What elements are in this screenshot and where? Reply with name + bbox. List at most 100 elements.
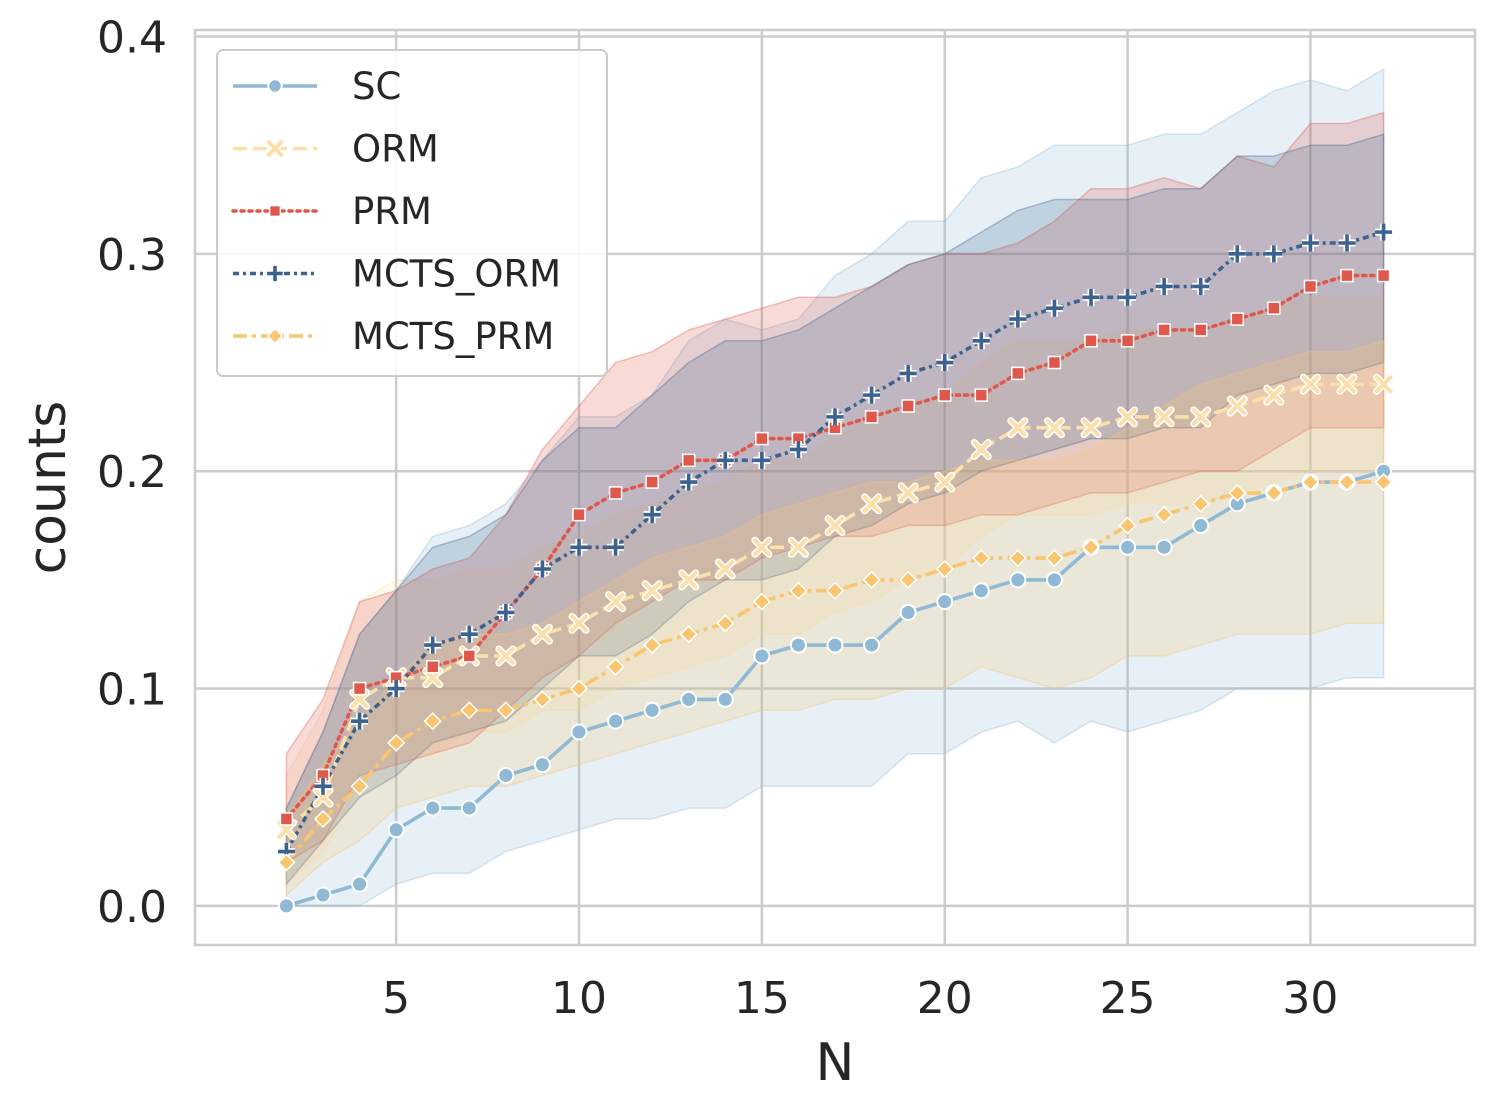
point-mcts-orm bbox=[570, 538, 588, 556]
point-sc bbox=[899, 603, 917, 621]
x-tick-label: 30 bbox=[1282, 973, 1338, 1024]
point-sc bbox=[1119, 538, 1137, 556]
point-prm bbox=[1267, 301, 1281, 315]
point-orm bbox=[1117, 406, 1139, 428]
legend-label: PRM bbox=[352, 190, 432, 233]
point-sc bbox=[972, 582, 990, 600]
legend-label: MCTS_ORM bbox=[352, 253, 561, 296]
x-axis-label: N bbox=[816, 1033, 855, 1093]
point-sc bbox=[497, 766, 515, 784]
point-mcts-orm bbox=[1045, 299, 1063, 317]
point-mcts-prm bbox=[935, 559, 954, 579]
point-prm bbox=[1120, 334, 1135, 348]
markers-mcts-prm bbox=[277, 473, 1393, 872]
point-orm bbox=[1299, 373, 1321, 395]
markers-mcts-orm bbox=[277, 223, 1393, 861]
plot-frame bbox=[193, 28, 1477, 947]
point-orm bbox=[1190, 406, 1212, 428]
point-orm bbox=[495, 645, 517, 667]
point-orm bbox=[751, 536, 773, 558]
point-mcts-prm bbox=[1228, 483, 1247, 502]
point-mcts-orm bbox=[1375, 223, 1393, 241]
point-orm bbox=[1336, 373, 1358, 395]
point-prm bbox=[1193, 323, 1208, 337]
legend: SC ORM PRM MCTS_ORM MCTS_PRM bbox=[216, 49, 608, 377]
legend-item-mcts-prm: MCTS_PRM bbox=[233, 315, 554, 358]
point-mcts-orm bbox=[607, 538, 625, 556]
point-prm bbox=[901, 399, 915, 413]
point-prm bbox=[425, 660, 440, 674]
point-prm bbox=[1303, 279, 1318, 294]
markers-sc bbox=[277, 462, 1393, 915]
point-orm bbox=[1263, 384, 1285, 406]
point-prm bbox=[608, 486, 623, 500]
point-sc bbox=[680, 690, 698, 708]
point-mcts-orm bbox=[1338, 234, 1356, 252]
legend-item-mcts-orm: MCTS_ORM bbox=[233, 253, 561, 296]
point-orm bbox=[641, 580, 663, 602]
point-mcts-orm bbox=[533, 560, 551, 578]
point-sc bbox=[424, 799, 442, 817]
point-mcts-prm bbox=[679, 625, 698, 644]
point-orm bbox=[861, 493, 883, 515]
legend-item-prm: PRM bbox=[231, 190, 432, 233]
point-prm bbox=[864, 410, 879, 424]
x-tick-label: 25 bbox=[1100, 973, 1156, 1024]
point-sc bbox=[314, 886, 332, 904]
legend-box bbox=[216, 49, 608, 377]
y-tick-label: 0.3 bbox=[97, 230, 167, 281]
y-tick-label: 0.4 bbox=[97, 13, 167, 64]
point-mcts-prm bbox=[277, 853, 296, 872]
point-mcts-prm bbox=[643, 636, 662, 655]
point-sc bbox=[351, 875, 369, 893]
point-orm bbox=[714, 558, 736, 580]
point-orm bbox=[897, 482, 919, 504]
point-mcts-prm bbox=[533, 690, 552, 709]
x-tick-label: 20 bbox=[917, 973, 973, 1024]
point-mcts-prm bbox=[1081, 538, 1101, 557]
point-mcts-orm bbox=[1155, 277, 1173, 295]
legend-label: SC bbox=[352, 65, 401, 108]
point-orm bbox=[1007, 417, 1029, 439]
point-mcts-prm bbox=[972, 549, 991, 568]
point-prm bbox=[1340, 268, 1354, 283]
point-sc bbox=[607, 712, 625, 730]
x-tick-label: 10 bbox=[551, 973, 607, 1024]
legend-item-sc: SC bbox=[233, 65, 401, 108]
point-prm bbox=[1011, 366, 1025, 381]
band-mcts-orm bbox=[285, 133, 1385, 887]
point-prm bbox=[279, 812, 294, 826]
point-mcts-prm bbox=[496, 701, 515, 720]
point-sc bbox=[570, 723, 588, 741]
legend-marker bbox=[266, 327, 284, 345]
point-prm bbox=[937, 388, 952, 402]
point-orm bbox=[531, 623, 553, 645]
point-mcts-orm bbox=[1301, 234, 1319, 252]
point-prm bbox=[755, 431, 769, 446]
point-mcts-prm bbox=[716, 614, 735, 633]
point-orm bbox=[934, 471, 956, 493]
point-mcts-orm bbox=[460, 625, 478, 643]
y-tick-label: 0.2 bbox=[97, 447, 167, 498]
point-sc bbox=[277, 897, 295, 915]
series-markers bbox=[275, 223, 1395, 915]
point-mcts-prm bbox=[1118, 516, 1137, 535]
point-prm bbox=[1376, 268, 1391, 283]
point-mcts-orm bbox=[1265, 245, 1283, 263]
legend-label: ORM bbox=[352, 128, 439, 171]
point-prm bbox=[1230, 312, 1245, 326]
point-orm bbox=[568, 612, 590, 634]
point-sc bbox=[1045, 571, 1063, 589]
x-tick-label: 5 bbox=[382, 973, 410, 1024]
point-orm bbox=[1043, 417, 1065, 439]
point-mcts-prm bbox=[825, 581, 845, 600]
point-sc bbox=[533, 756, 551, 774]
legend-marker bbox=[267, 265, 283, 282]
point-mcts-orm bbox=[899, 364, 917, 382]
point-mcts-prm bbox=[387, 733, 406, 752]
point-mcts-orm bbox=[936, 354, 954, 372]
point-mcts-orm bbox=[716, 451, 734, 469]
point-mcts-orm bbox=[387, 680, 405, 698]
x-tick-labels: 5 10 15 20 25 30 bbox=[382, 973, 1338, 1024]
